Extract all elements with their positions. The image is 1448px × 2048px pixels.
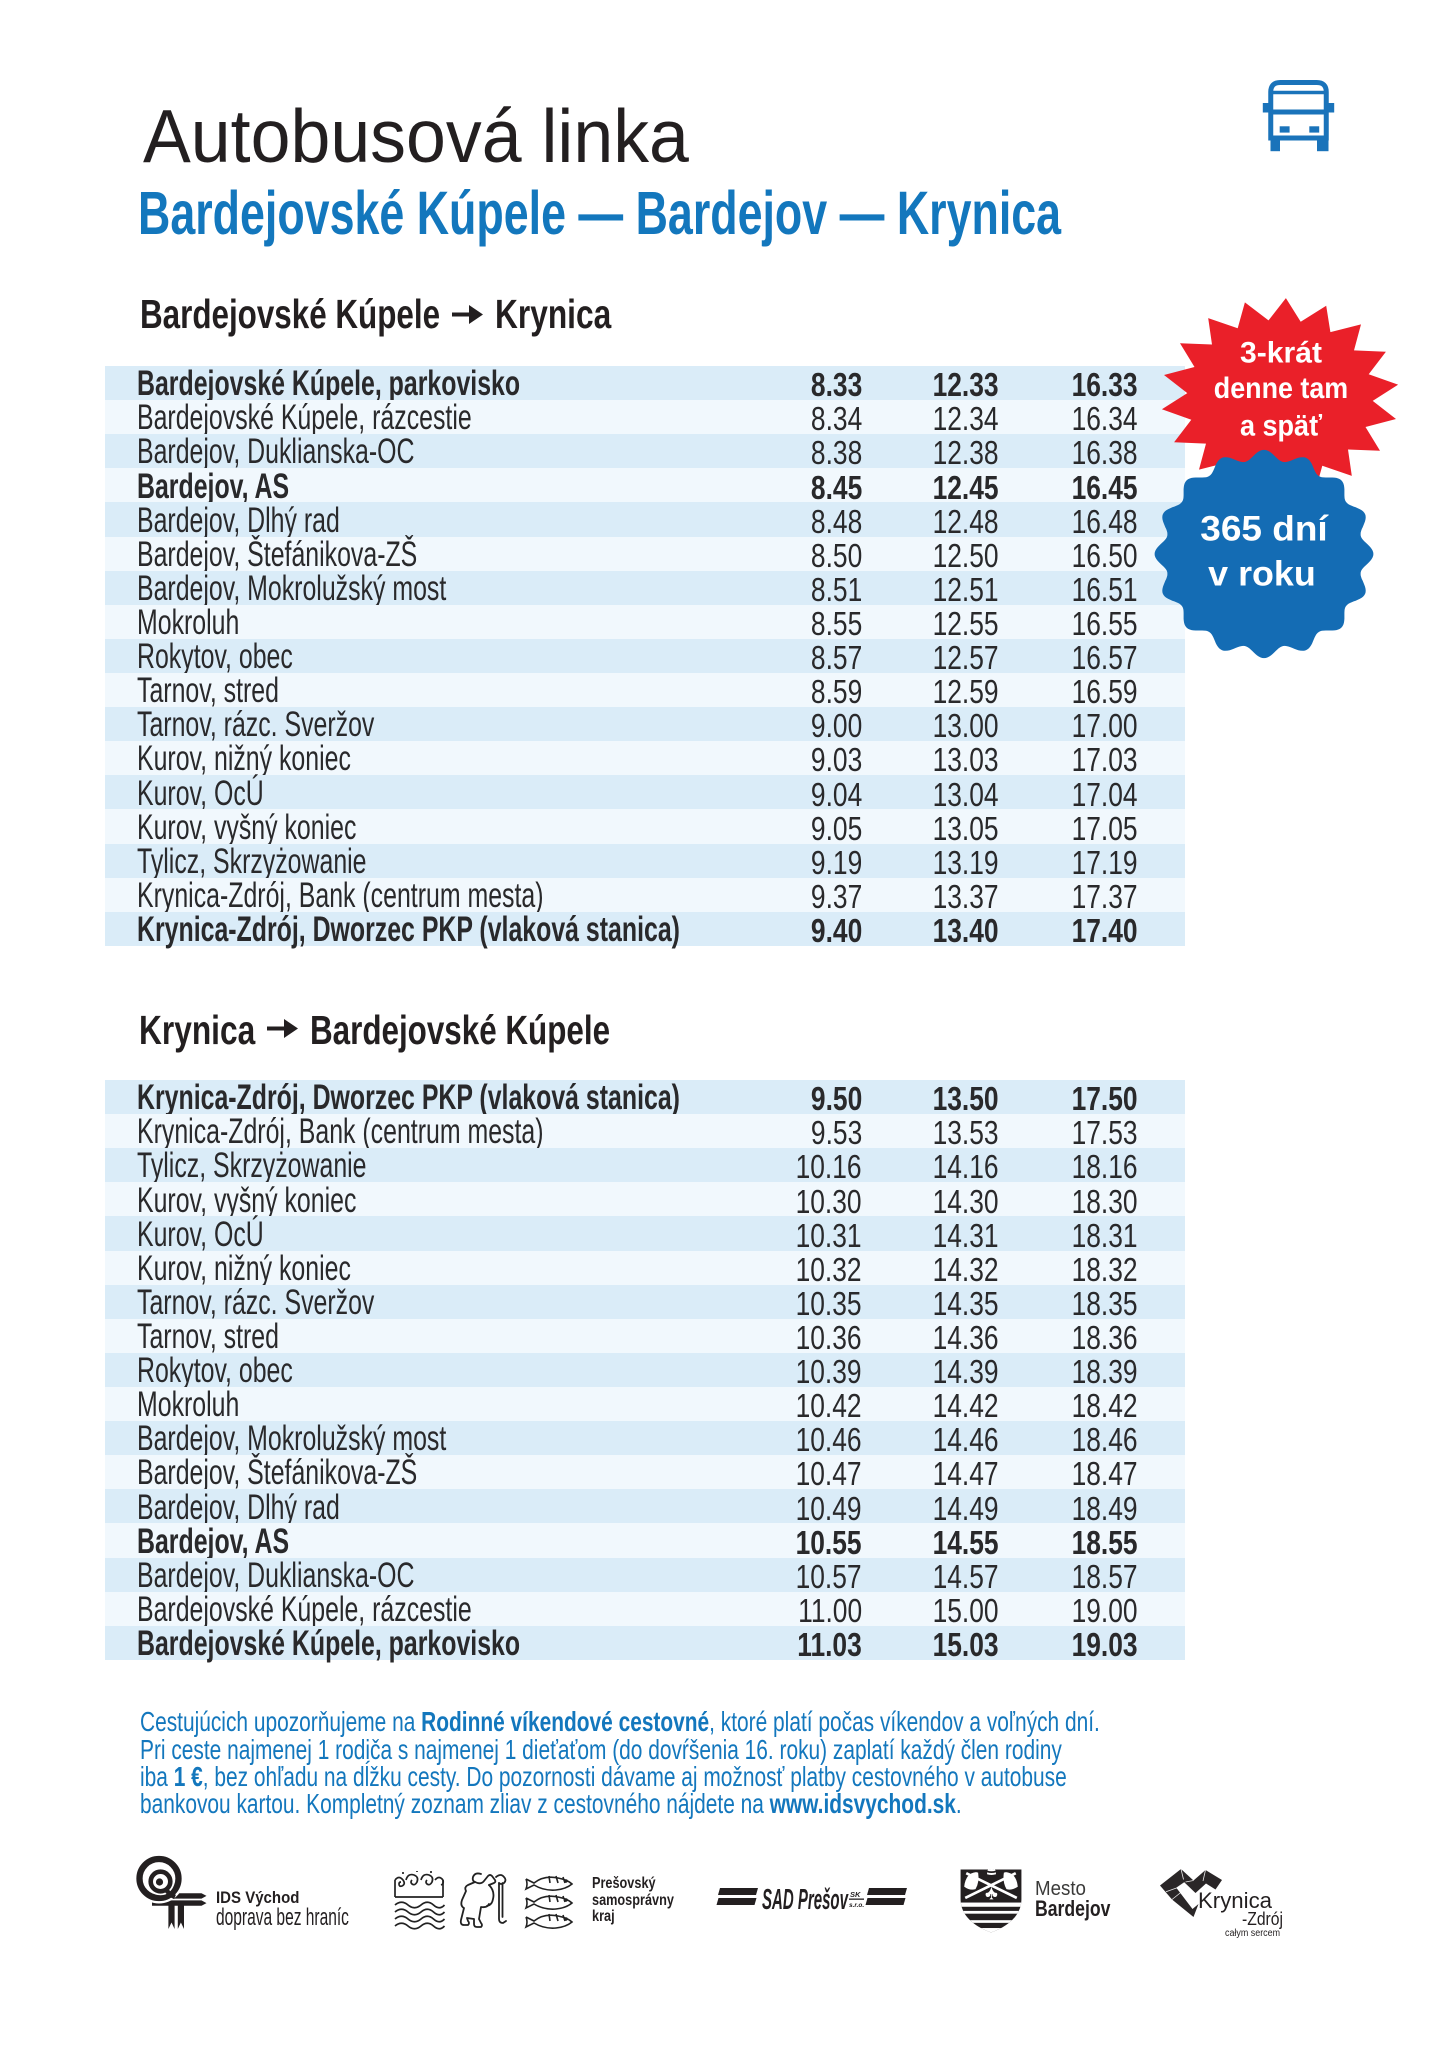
svg-text:365 dní: 365 dní xyxy=(1200,509,1329,548)
svg-text:s.r.o.: s.r.o. xyxy=(849,1902,864,1909)
svg-text:3-krát: 3-krát xyxy=(1240,337,1322,370)
svg-text:a späť: a späť xyxy=(1240,410,1323,443)
svg-text:SAD Prešov: SAD Prešov xyxy=(762,1884,849,1915)
svg-text:SK: SK xyxy=(850,1890,861,1899)
svg-text:denne tam: denne tam xyxy=(1214,372,1348,405)
svg-text:v roku: v roku xyxy=(1208,554,1316,593)
